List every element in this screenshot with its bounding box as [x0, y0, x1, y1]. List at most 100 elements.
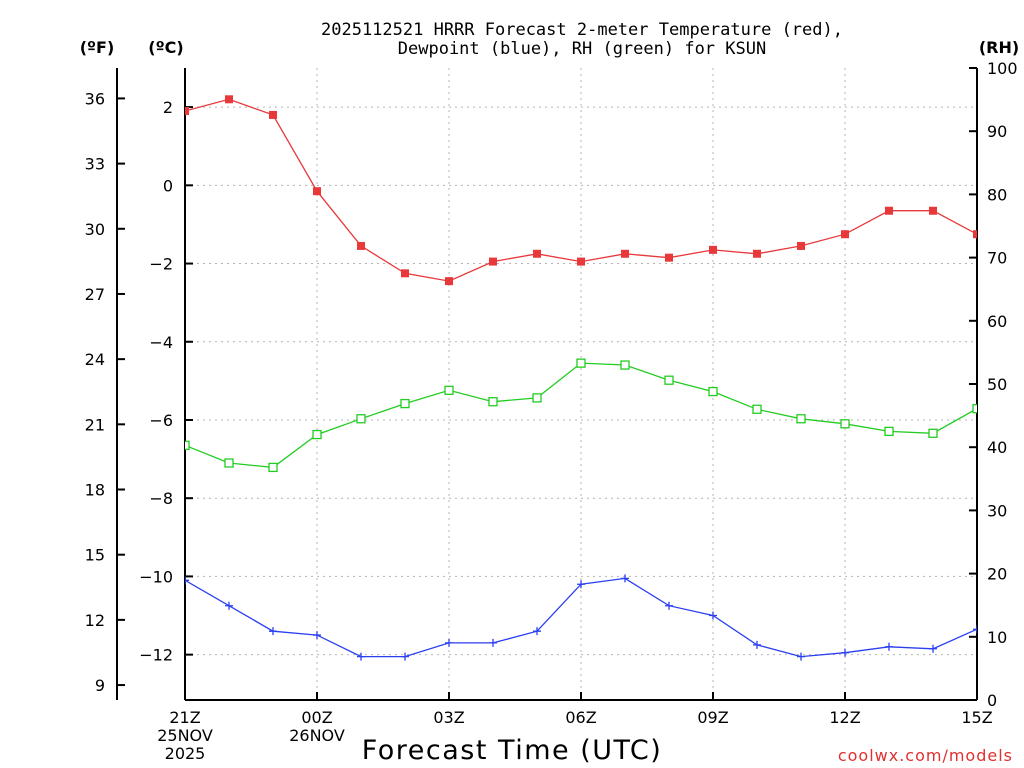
temperature-point: [929, 206, 937, 215]
temperature-point: [665, 253, 673, 262]
x-tick-label: 03Z: [433, 708, 464, 727]
dewpoint-point: [797, 652, 805, 661]
axes: 20−2−4−6−8−10−12363330272421181512910090…: [85, 59, 1018, 763]
x-tick-date-label: 25NOV: [157, 726, 213, 745]
fahrenheit-tick-label: 18: [85, 481, 105, 500]
rh-point: [400, 398, 410, 409]
celsius-tick-label: −2: [149, 255, 173, 274]
rh-tick-label: 90: [987, 122, 1007, 141]
rh-point: [268, 462, 278, 473]
x-tick-year-label: 2025: [165, 744, 206, 763]
series-line: [185, 362, 977, 469]
rh-point: [312, 429, 322, 440]
series-layer: [185, 95, 977, 661]
rh-tick-label: 70: [987, 249, 1007, 268]
fahrenheit-tick-label: 21: [85, 415, 105, 434]
chart-title-line1: 2025112521 HRRR Forecast 2-meter Tempera…: [321, 20, 843, 40]
fahrenheit-tick-label: 12: [85, 611, 105, 630]
rh-point: [444, 385, 454, 395]
x-tick-label: 21Z: [169, 708, 200, 727]
celsius-tick-label: −6: [149, 411, 173, 430]
fahrenheit-tick-label: 36: [85, 89, 105, 108]
rh-tick-label: 80: [987, 185, 1007, 204]
rh-tick-label: 30: [987, 501, 1007, 520]
rh-point: [928, 428, 938, 438]
rh-tick-label: 20: [987, 565, 1007, 584]
rh-point: [576, 358, 586, 368]
fahrenheit-tick-label: 24: [85, 350, 105, 369]
gridlines: [185, 68, 977, 700]
fahrenheit-tick-label: 27: [85, 285, 105, 304]
series-0: [185, 95, 977, 286]
rh-tick-label: 60: [987, 312, 1007, 331]
celsius-tick-label: 2: [163, 98, 173, 117]
dewpoint-point: [753, 640, 761, 649]
rh-point: [185, 440, 190, 450]
rh-unit-label: (RH): [979, 38, 1019, 57]
fahrenheit-tick-label: 30: [85, 220, 105, 239]
x-tick-label: 12Z: [829, 708, 860, 727]
temperature-point: [489, 257, 497, 266]
x-tick-label: 09Z: [697, 708, 728, 727]
celsius-tick-label: −4: [149, 333, 173, 352]
dewpoint-point: [313, 631, 321, 640]
x-tick-label: 00Z: [301, 708, 332, 727]
rh-tick-label: 40: [987, 438, 1007, 457]
rh-point: [752, 404, 762, 414]
x-tick-date-label: 26NOV: [289, 726, 345, 745]
temperature-point: [709, 245, 717, 254]
rh-tick-label: 10: [987, 628, 1007, 647]
chart-title-line2: Dewpoint (blue), RH (green) for KSUN: [398, 39, 766, 59]
dewpoint-point: [885, 642, 893, 651]
x-axis-label: Forecast Time (UTC): [362, 735, 663, 766]
dewpoint-point: [973, 625, 977, 634]
temperature-point: [577, 257, 585, 266]
rh-point: [972, 403, 977, 414]
rh-point: [620, 360, 630, 370]
celsius-tick-label: 0: [163, 176, 173, 195]
dewpoint-point: [269, 627, 277, 636]
dewpoint-point: [577, 580, 585, 589]
rh-point: [356, 414, 366, 424]
dewpoint-point: [185, 576, 189, 585]
x-tick-label: 06Z: [565, 708, 596, 727]
series-2: [185, 574, 977, 661]
temperature-point: [841, 230, 849, 239]
rh-tick-label: 100: [987, 59, 1018, 78]
temperature-point: [269, 110, 277, 119]
temperature-point: [313, 187, 321, 196]
dewpoint-point: [709, 611, 717, 620]
temperature-point: [621, 249, 629, 258]
dewpoint-point: [489, 638, 497, 647]
dewpoint-point: [841, 648, 849, 657]
celsius-unit-label: (ºC): [148, 38, 183, 57]
rh-point: [224, 458, 234, 468]
rh-point: [488, 397, 498, 407]
rh-point: [840, 419, 850, 429]
series-1: [185, 358, 977, 473]
celsius-tick-label: −12: [139, 646, 173, 665]
credit-text: coolwx.com/models: [838, 746, 1013, 765]
fahrenheit-tick-label: 33: [85, 155, 105, 174]
temperature-point: [797, 241, 805, 250]
temperature-point: [533, 249, 541, 258]
celsius-tick-label: −8: [149, 489, 173, 508]
rh-tick-label: 0: [987, 691, 997, 710]
temperature-point: [225, 95, 233, 104]
series-line: [185, 98, 977, 282]
temperature-point: [357, 241, 365, 250]
temperature-point: [973, 230, 977, 239]
dewpoint-point: [445, 638, 453, 647]
fahrenheit-unit-label: (ºF): [80, 38, 115, 57]
temperature-point: [445, 277, 453, 286]
dewpoint-point: [225, 601, 233, 610]
temperature-point: [401, 269, 409, 278]
rh-point: [532, 393, 542, 403]
dewpoint-point: [621, 574, 629, 583]
rh-point: [884, 426, 894, 437]
dewpoint-point: [357, 652, 365, 661]
dewpoint-point: [929, 644, 937, 653]
dewpoint-point: [665, 601, 673, 610]
rh-point: [664, 375, 674, 385]
